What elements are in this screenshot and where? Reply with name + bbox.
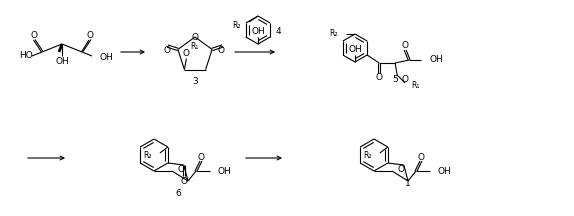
Text: R₁: R₁ (191, 42, 199, 51)
Text: OH: OH (429, 56, 443, 65)
Text: O: O (87, 30, 94, 40)
Text: O: O (402, 41, 409, 51)
Text: O: O (217, 46, 224, 54)
Text: O: O (177, 165, 184, 175)
Text: O: O (164, 46, 171, 54)
Text: OH: OH (438, 167, 452, 175)
Text: OH: OH (55, 57, 69, 65)
Text: OH: OH (218, 167, 232, 175)
Text: R₂: R₂ (329, 30, 338, 38)
Text: O: O (417, 152, 425, 162)
Text: R₂: R₂ (144, 151, 152, 160)
Text: O: O (30, 30, 37, 40)
Text: O: O (183, 49, 190, 58)
Text: O: O (180, 176, 187, 186)
Text: R₂: R₂ (363, 151, 372, 160)
Text: OH: OH (251, 27, 265, 37)
Text: O: O (401, 76, 408, 84)
Text: 5: 5 (392, 76, 398, 84)
Text: 6: 6 (175, 189, 181, 197)
Text: O: O (375, 73, 383, 83)
Text: 3: 3 (192, 76, 198, 86)
Text: R₁: R₁ (411, 81, 420, 91)
Text: O: O (197, 152, 204, 162)
Text: OH: OH (348, 46, 362, 54)
Text: 4: 4 (275, 27, 281, 37)
Text: O: O (192, 33, 199, 43)
Text: O: O (397, 165, 404, 175)
Text: 1: 1 (405, 178, 411, 187)
Text: R₂: R₂ (232, 21, 241, 30)
Text: OH: OH (100, 54, 114, 62)
Text: HO: HO (19, 51, 33, 60)
